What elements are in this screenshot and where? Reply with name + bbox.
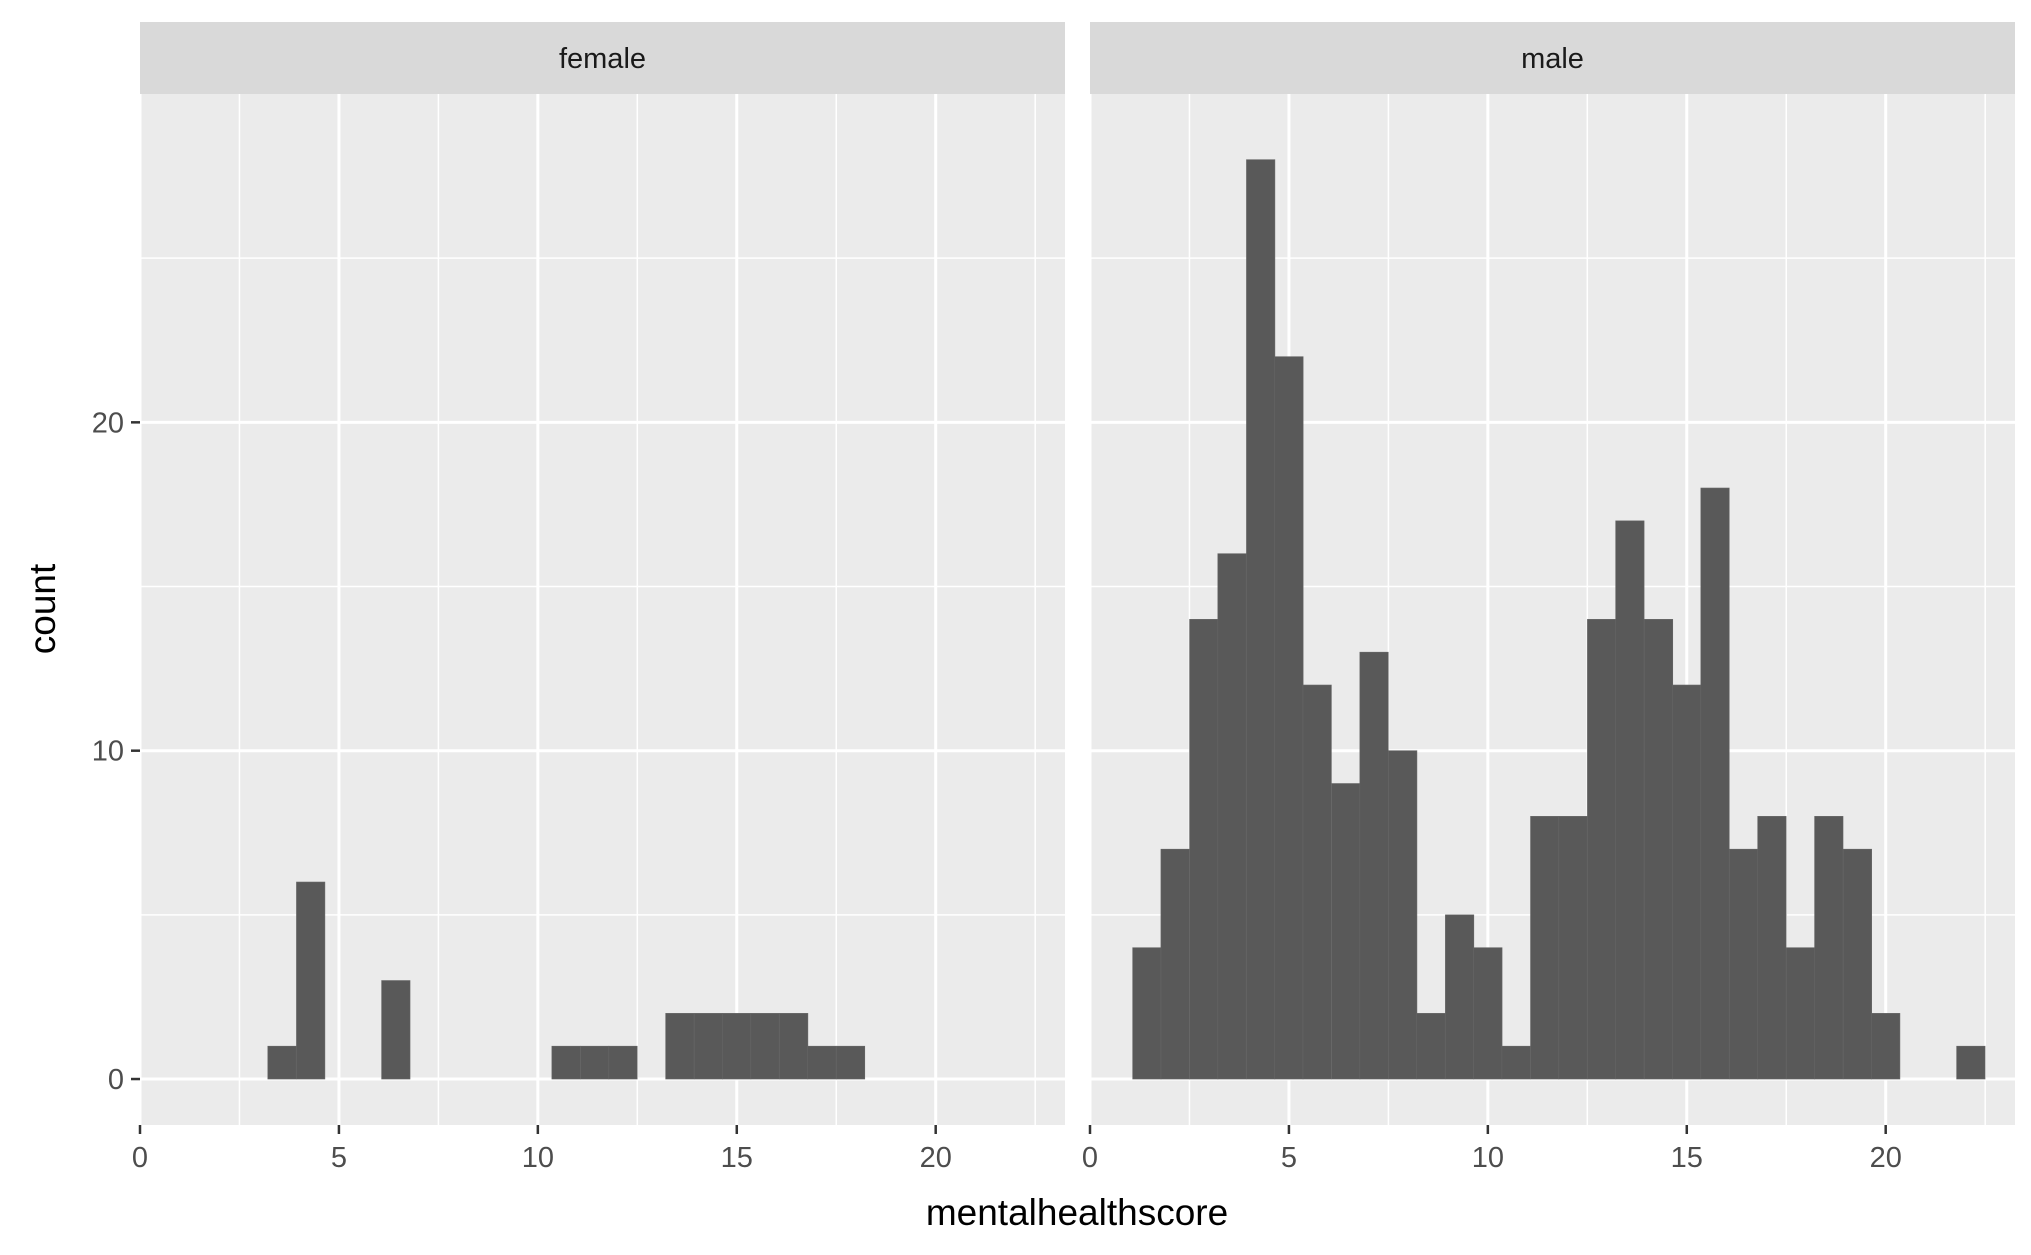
histogram-bar: [296, 881, 326, 1080]
histogram-bar: [1359, 651, 1389, 1080]
y-tick-label: 0: [108, 1064, 124, 1096]
histogram-bar: [1445, 914, 1475, 1080]
histogram-bar: [750, 1013, 780, 1080]
histogram-bar: [694, 1013, 724, 1080]
histogram-bar: [1672, 684, 1702, 1080]
strip-male: [1090, 22, 2015, 94]
histogram-bar: [1189, 619, 1219, 1080]
histogram-bar: [722, 1013, 752, 1080]
histogram-bar: [1757, 816, 1787, 1080]
strip-label-female: female: [559, 43, 646, 75]
histogram-bar: [1956, 1045, 1986, 1080]
x-tick-label: 20: [1870, 1142, 1902, 1174]
strip-female: [140, 22, 1065, 94]
histogram-bar: [1416, 1013, 1446, 1080]
histogram-bar: [1814, 816, 1844, 1080]
x-tick-label: 10: [522, 1142, 554, 1174]
y-axis: 0 10 20: [92, 407, 140, 1096]
histogram-bar: [1842, 848, 1872, 1080]
facet-female: female 0 5 10 15 20: [132, 22, 1065, 1174]
histogram-bar: [1530, 816, 1560, 1080]
x-tick-label: 5: [331, 1142, 347, 1174]
histogram-bar: [1473, 947, 1503, 1080]
y-tick-label: 20: [92, 407, 124, 439]
histogram-bar: [1644, 619, 1674, 1080]
strip-label-male: male: [1521, 43, 1584, 75]
histogram-bar: [1217, 553, 1247, 1080]
histogram-bar: [836, 1045, 866, 1080]
histogram-bar: [1331, 783, 1361, 1080]
x-tick-label: 0: [132, 1142, 148, 1174]
histogram-bar: [1871, 1013, 1901, 1080]
histogram-bar: [1558, 816, 1588, 1080]
x-tick-label: 20: [920, 1142, 952, 1174]
histogram-bar: [608, 1045, 638, 1080]
histogram-bar: [551, 1045, 581, 1080]
histogram-bar: [580, 1045, 610, 1080]
histogram-bar: [1388, 750, 1418, 1080]
histogram-bar: [267, 1045, 297, 1080]
histogram-bar: [1160, 848, 1190, 1080]
facet-panels: female 0 5 10 15 20 male 0 5 10 15 20: [132, 22, 2015, 1174]
histogram-bar: [1729, 848, 1759, 1080]
x-tick-label: 15: [721, 1142, 753, 1174]
histogram-bar: [1615, 520, 1645, 1080]
histogram-bar: [1587, 619, 1617, 1080]
histogram-bar: [1246, 159, 1276, 1080]
x-tick-label: 10: [1472, 1142, 1504, 1174]
histogram-bar: [1786, 947, 1816, 1080]
histogram-bar: [665, 1013, 695, 1080]
histogram-bar: [1700, 487, 1730, 1080]
panel-background-female: [140, 94, 1065, 1125]
facet-male: male 0 5 10 15 20: [1082, 22, 2015, 1174]
histogram-bar: [1302, 684, 1332, 1080]
histogram-bar: [1132, 947, 1162, 1080]
y-tick-label: 10: [92, 736, 124, 768]
histogram-bar: [381, 980, 411, 1080]
histogram-bar: [1274, 356, 1304, 1080]
x-tick-label: 5: [1281, 1142, 1297, 1174]
y-axis-title: count: [22, 563, 63, 654]
x-axis-title: mentalhealthscore: [926, 1192, 1228, 1233]
x-tick-label: 0: [1082, 1142, 1098, 1174]
histogram-bar: [779, 1013, 809, 1080]
histogram-bar: [807, 1045, 837, 1080]
histogram-bar: [1501, 1045, 1531, 1080]
x-tick-label: 15: [1671, 1142, 1703, 1174]
